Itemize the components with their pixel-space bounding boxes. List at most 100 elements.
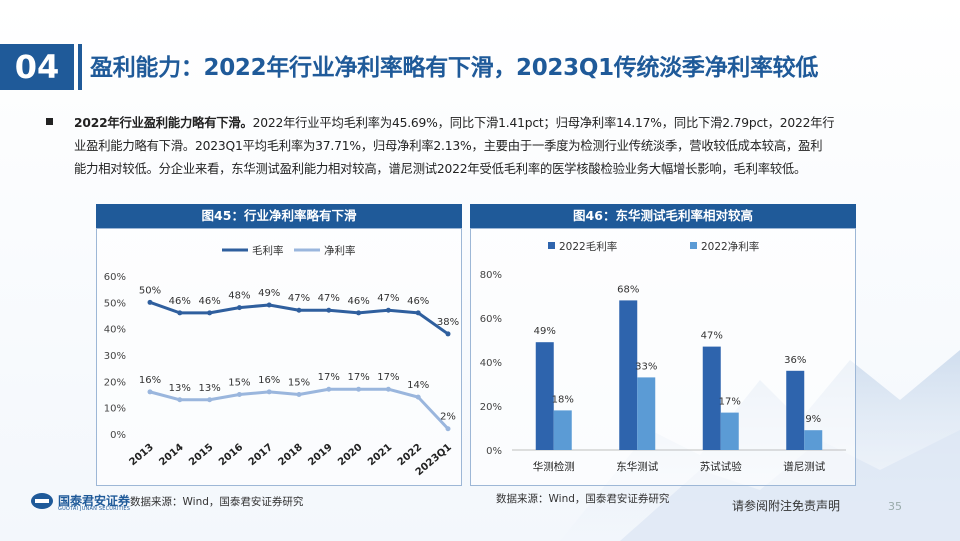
x-category-label: 苏试试验 (700, 460, 742, 473)
bar-1 (786, 370, 805, 450)
bullet-square-icon (46, 118, 53, 125)
x-tick-label: 2015 (187, 442, 215, 468)
y-tick-label: 60% (480, 314, 502, 325)
legend-swatch-1 (548, 242, 555, 249)
data-point (296, 307, 302, 313)
page-title: 盈利能力：2022年行业净利率略有下滑，2023Q1传统淡季净利率较低 (90, 55, 819, 81)
data-label: 46% (198, 296, 220, 307)
bar-label: 49% (534, 326, 556, 337)
x-tick-label: 2018 (277, 442, 305, 468)
data-label: 17% (377, 372, 399, 383)
bar-label: 68% (617, 284, 639, 295)
data-label: 47% (377, 293, 399, 304)
x-tick-label: 2017 (247, 442, 275, 468)
y-tick-label: 20% (480, 402, 502, 413)
x-tick-label: 2019 (306, 442, 334, 468)
bar-2 (553, 410, 572, 450)
data-label: 17% (318, 372, 340, 383)
data-label: 2% (440, 412, 456, 423)
disclaimer-link[interactable]: 请参阅附注免责声明 (732, 499, 841, 513)
bar-label: 47% (701, 331, 723, 342)
data-point (445, 331, 451, 337)
page-header: 04 盈利能力：2022年行业净利率略有下滑，2023Q1传统淡季净利率较低 (0, 40, 960, 96)
data-point (385, 307, 391, 313)
data-point (445, 426, 451, 432)
data-label: 16% (258, 375, 280, 386)
data-point (356, 310, 362, 316)
chart2-source: 数据来源：Wind，国泰君安证券研究 (496, 493, 670, 505)
chart2-panel: 图46：东华测试毛利率相对较高 2022毛利率 2022净利率 0% 20% 40% 60… (470, 204, 856, 486)
logo-subtext: GUOTAI JUNAN SECURITIES (58, 506, 131, 512)
data-label: 38% (437, 317, 459, 328)
y-tick-label: 10% (104, 404, 126, 415)
data-label: 46% (347, 296, 369, 307)
data-label: 47% (318, 293, 340, 304)
x-tick-label: 2016 (217, 442, 245, 468)
summary-line-1: 2022年行业平均毛利率为45.69%，同比下滑1.41pct；归母净利率14.… (252, 116, 835, 130)
chart1-panel: 图45：行业净利率略有下滑 毛利率 净利率 0% 10% 20% 30% 40% 50% 60%… (96, 204, 462, 486)
data-point (296, 392, 302, 397)
data-label: 46% (407, 296, 429, 307)
x-tick-label: 2014 (157, 442, 185, 468)
chart2-svg: 2022毛利率 2022净利率 0% 20% 40% 60% 80% 49% 18% 华测检测 68… (480, 240, 846, 473)
summary-line-3: 能力相对较低。分企业来看，东华测试盈利能力相对较高，谱尼测试2022年受低毛利率… (74, 162, 807, 176)
data-label: 14% (407, 380, 429, 391)
chart2-legend: 2022毛利率 2022净利率 (548, 240, 759, 253)
chart1-legend: 毛利率 净利率 (222, 244, 356, 257)
chart2-frame (470, 228, 856, 486)
data-point (207, 310, 213, 316)
summary-lead: 2022年行业盈利能力略有下滑。 (74, 116, 253, 130)
data-point (177, 397, 183, 403)
section-divider (78, 44, 82, 90)
data-point (236, 305, 242, 311)
y-tick-label: 80% (480, 270, 502, 281)
x-category-label: 东华测试 (616, 460, 658, 473)
data-label: 13% (169, 383, 191, 394)
x-tick-label: 2013 (128, 442, 156, 468)
y-tick-label: 30% (104, 351, 126, 362)
bar-2 (720, 412, 739, 450)
bar-1 (619, 300, 638, 450)
y-tick-label: 40% (104, 325, 126, 336)
data-label: 15% (288, 378, 310, 389)
data-label: 49% (258, 288, 280, 299)
bar-label: 18% (552, 394, 574, 405)
chart2-title: 图46：东华测试毛利率相对较高 (470, 204, 856, 228)
bar-label: 9% (805, 414, 821, 425)
chart1-frame (96, 228, 462, 486)
data-point (415, 394, 421, 400)
section-number: 04 (0, 44, 74, 90)
data-label: 17% (347, 372, 369, 383)
x-category-label: 华测检测 (533, 460, 575, 473)
data-label: 16% (139, 375, 161, 386)
data-point (236, 392, 242, 397)
summary-text: 2022年行业盈利能力略有下滑。2022年行业平均毛利率为45.69%，同比下滑… (74, 112, 942, 181)
y-tick-label: 0% (486, 446, 502, 457)
bar-2 (804, 430, 823, 450)
data-label: 15% (228, 378, 250, 389)
y-tick-label: 0% (110, 430, 126, 441)
data-point (147, 299, 153, 305)
data-point (266, 389, 272, 395)
bar-1 (702, 346, 721, 450)
data-label: 50% (139, 285, 161, 296)
bar-label: 36% (784, 355, 806, 366)
bar-label: 17% (719, 397, 741, 408)
y-tick-label: 50% (104, 298, 126, 309)
bar-label: 33% (635, 361, 657, 372)
page-number: 35 (888, 500, 902, 513)
data-point (326, 386, 332, 392)
legend-label-1: 2022毛利率 (559, 240, 617, 253)
brand-logo: 国泰君安证券 GUOTAI JUNAN SECURITIES (30, 490, 140, 514)
data-point (326, 307, 332, 313)
chart1-title: 图45：行业净利率略有下滑 (96, 204, 462, 228)
x-tick-label: 2021 (366, 442, 394, 468)
legend-label-2: 净利率 (324, 244, 356, 257)
data-point (266, 302, 272, 308)
y-tick-label: 40% (480, 358, 502, 369)
data-point (356, 386, 362, 392)
y-tick-label: 60% (104, 272, 126, 283)
data-point (415, 310, 421, 316)
data-label: 47% (288, 293, 310, 304)
